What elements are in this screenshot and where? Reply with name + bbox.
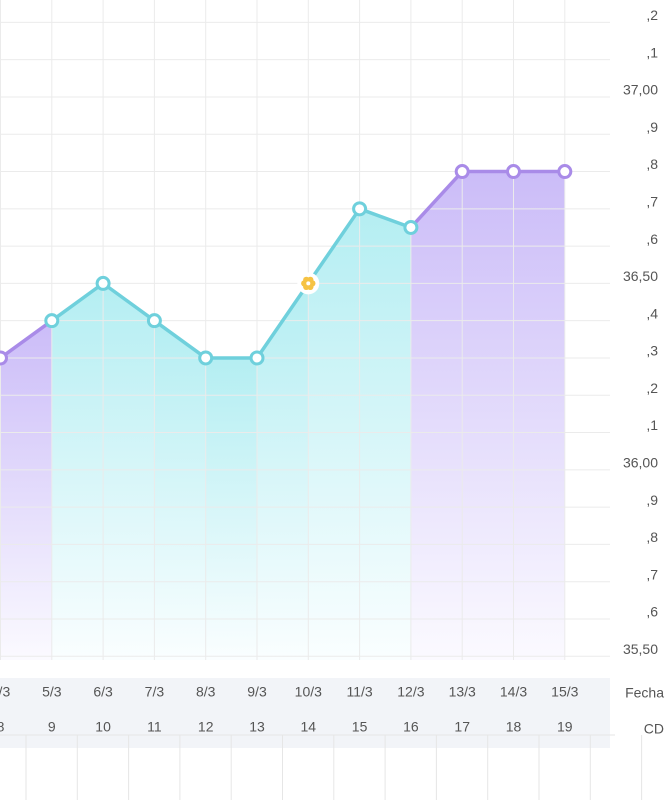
area — [51, 283, 104, 660]
point — [198, 350, 214, 366]
y-tick-label: ,8 — [646, 156, 658, 172]
cycle-day-label: 10 — [95, 719, 111, 735]
y-tick-label: 36,50 — [623, 268, 658, 284]
x-tick-label: 8/3 — [196, 684, 216, 700]
x-tick-label: 13/3 — [449, 684, 476, 700]
line-segment — [101, 281, 157, 323]
x-tick-label: 10/3 — [295, 684, 322, 700]
cycle-day-label: 16 — [403, 719, 419, 735]
x-tick-label: 7/3 — [145, 684, 165, 700]
line-segment — [357, 207, 413, 230]
x-tick-label: 11/3 — [346, 684, 372, 700]
cycle-day-label: 14 — [301, 719, 317, 735]
line-segment — [152, 318, 208, 360]
point — [403, 219, 419, 235]
y-tick-label: ,6 — [646, 604, 658, 620]
x-tick-label: 15/3 — [551, 684, 578, 700]
area — [205, 357, 257, 660]
y-tick-label: ,4 — [646, 305, 658, 321]
row-label-band — [610, 678, 667, 748]
y-tick-label: ,9 — [646, 492, 658, 508]
bottom-grid — [0, 734, 643, 800]
x-tick-label: 14/3 — [500, 684, 527, 700]
y-tick-label: ,2 — [646, 7, 658, 23]
point — [0, 350, 8, 366]
y-tick-label: ,9 — [646, 119, 658, 135]
y-tick-label: ,7 — [646, 194, 658, 210]
x-tick-label: 12/3 — [397, 684, 424, 700]
cycle-day-label: 12 — [198, 719, 214, 735]
point — [249, 350, 265, 366]
cycle-day-label: 13 — [249, 719, 265, 735]
y-tick-label: 37,00 — [623, 82, 658, 98]
cycle-day-label: 9 — [48, 719, 56, 735]
flower-point — [297, 272, 320, 295]
y-tick-label: ,2 — [646, 380, 658, 396]
y-tick-label: 36,00 — [623, 455, 658, 471]
y-tick-label: ,3 — [646, 343, 658, 359]
x-tick-label: 6/3 — [93, 684, 113, 700]
area — [257, 283, 309, 660]
area — [308, 208, 360, 661]
x-tick-label: 5/3 — [42, 684, 62, 700]
y-tick-label: ,1 — [646, 44, 658, 60]
area — [359, 208, 411, 661]
x-tick-label: 4/3 — [0, 684, 10, 700]
area — [513, 171, 565, 660]
point — [506, 164, 521, 180]
cycle-day-label: 17 — [454, 719, 470, 735]
cycle-day-label: 19 — [557, 719, 573, 735]
line-segment — [50, 281, 105, 323]
cycle-day-label: 15 — [352, 719, 368, 735]
x-axis-band — [0, 678, 610, 748]
point — [557, 164, 573, 180]
row-label: CD — [644, 721, 664, 737]
point — [95, 275, 111, 291]
y-tick-label: ,7 — [646, 566, 658, 582]
area — [0, 320, 52, 660]
cycle-day-label: 8 — [0, 719, 5, 735]
area — [410, 171, 463, 660]
point — [44, 313, 60, 329]
area — [154, 320, 206, 660]
point — [146, 313, 162, 329]
y-tick-label: ,6 — [646, 231, 658, 247]
cycle-day-label: 18 — [506, 719, 522, 735]
flower-center — [306, 281, 311, 286]
area — [462, 171, 514, 660]
line-segment — [409, 169, 464, 230]
y-tick-label: ,8 — [646, 529, 658, 545]
area — [103, 283, 155, 660]
y-tick-label: ,1 — [646, 417, 658, 433]
point — [352, 201, 368, 217]
line-segment — [255, 281, 311, 360]
x-tick-label: 9/3 — [247, 684, 267, 700]
cycle-day-label: 11 — [147, 719, 162, 735]
point — [454, 164, 470, 180]
line-segment — [306, 207, 362, 286]
row-label: Fecha — [625, 685, 664, 701]
y-tick-label: 35,50 — [623, 641, 658, 657]
line-segment — [0, 318, 54, 360]
